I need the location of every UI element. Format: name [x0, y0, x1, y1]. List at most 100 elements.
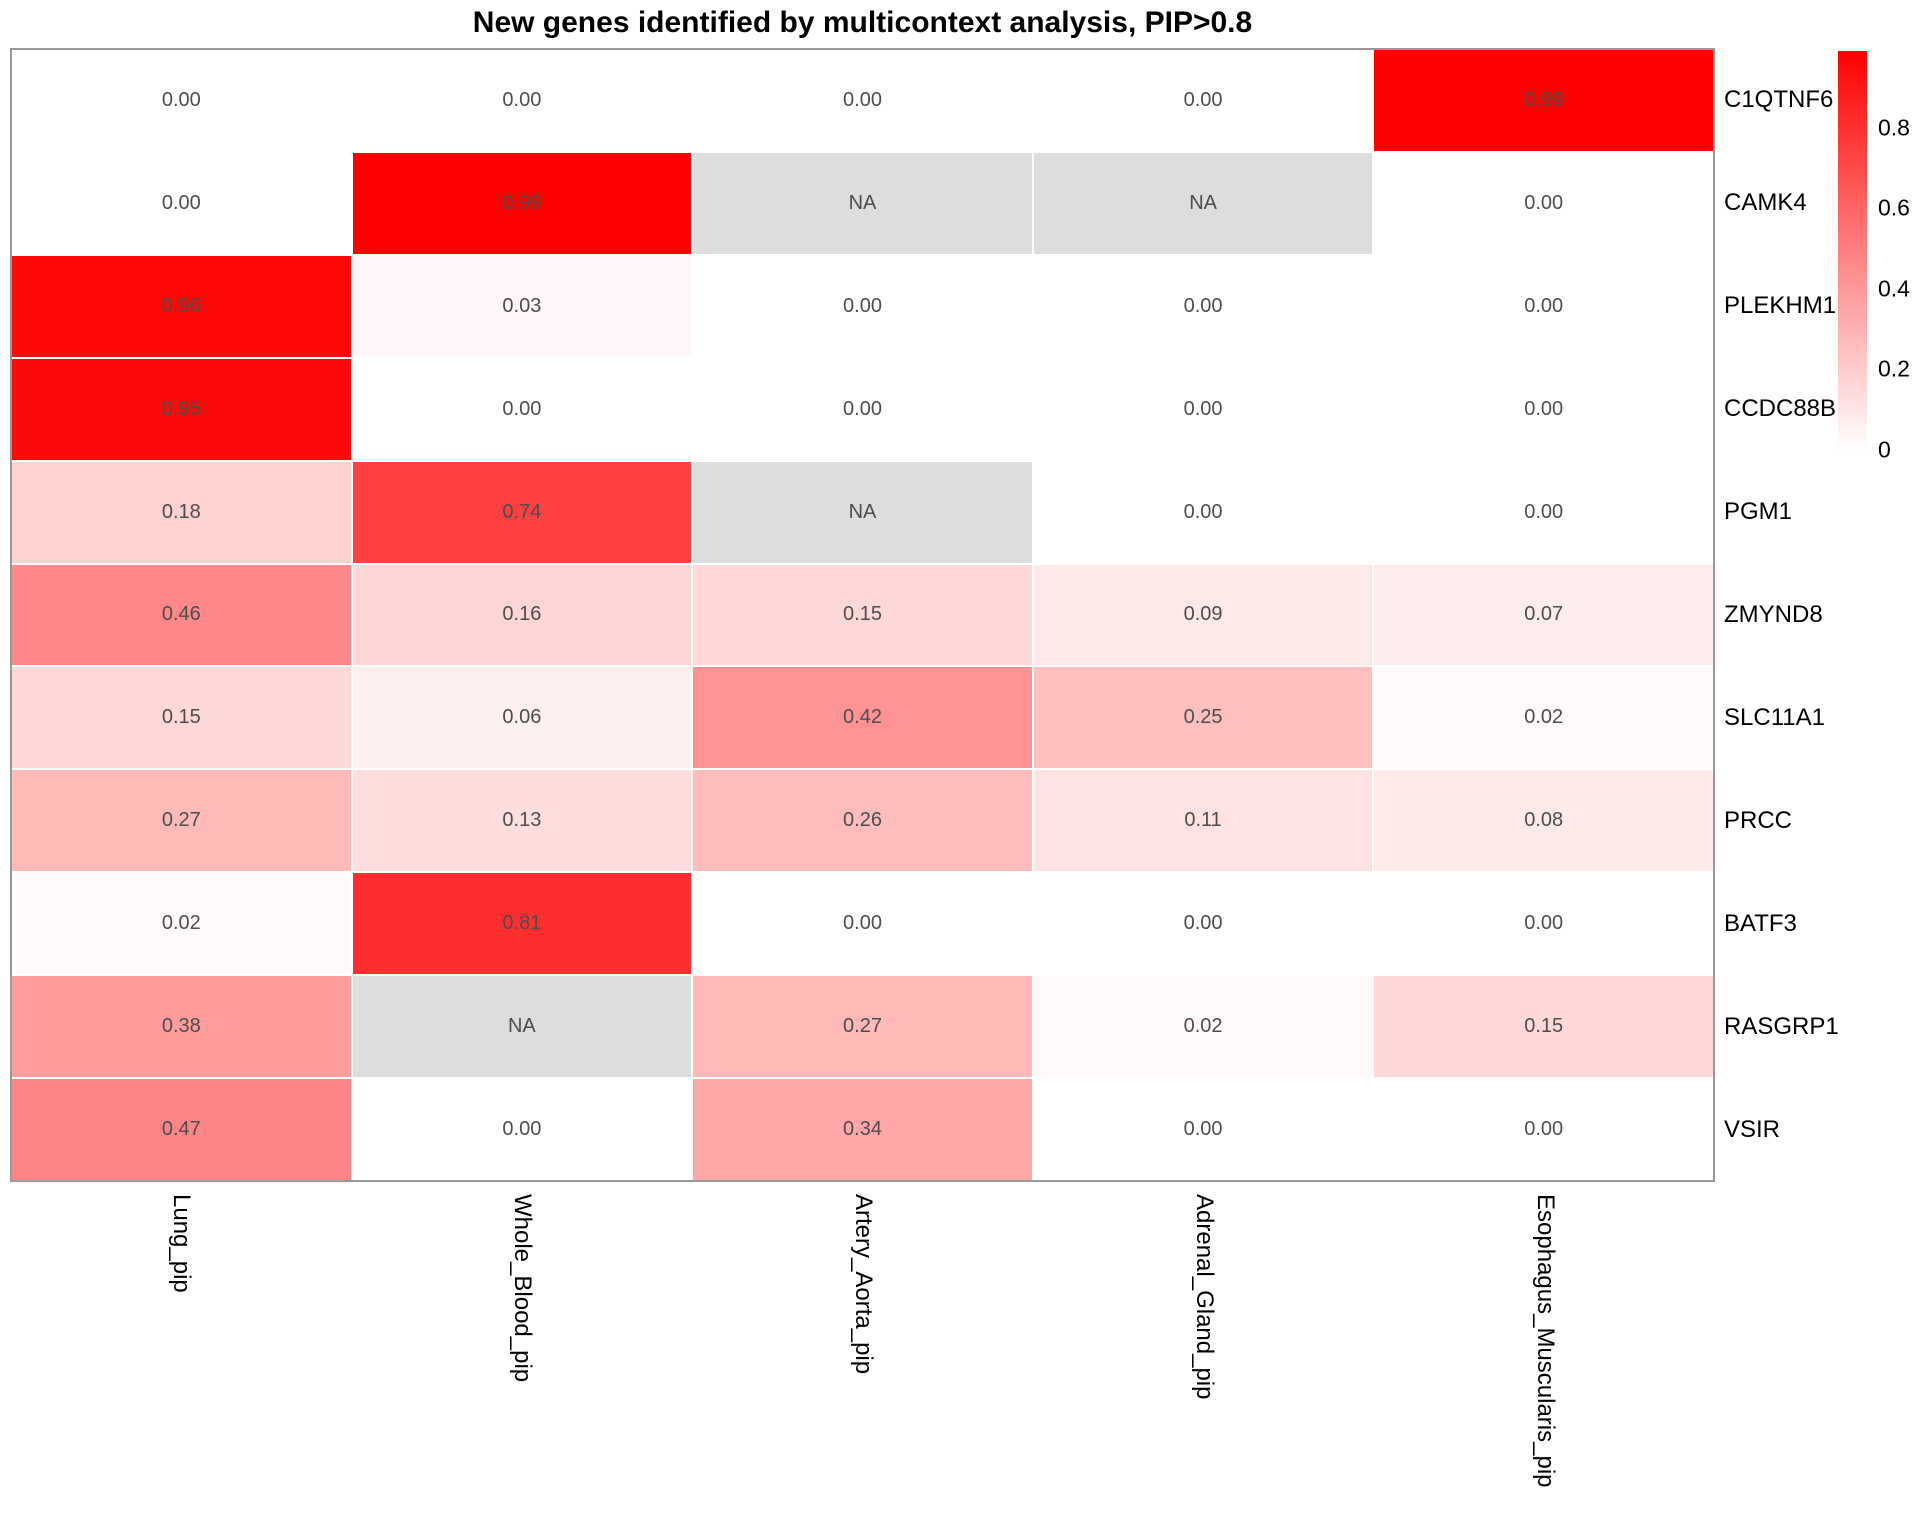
heatmap-cell-value: 0.00 — [1183, 500, 1223, 523]
heatmap-cell: 0.00 — [693, 255, 1032, 357]
heatmap-cell: NA — [693, 152, 1032, 254]
heatmap-cell-value: 0.13 — [502, 809, 542, 832]
heatmap-cell-value: 0.02 — [161, 912, 201, 935]
heatmap-cell: 0.38 — [12, 976, 351, 1078]
heatmap-cell: NA — [693, 461, 1032, 563]
heatmap-cell-value: 0.00 — [161, 191, 201, 214]
chart-title: New genes identified by multicontext ana… — [472, 6, 1253, 39]
heatmap-cell-value: 0.42 — [843, 706, 882, 729]
heatmap-cell: 0.00 — [352, 358, 692, 460]
heatmap-cell-value: 0.46 — [161, 603, 201, 626]
heatmap-cell: 0.09 — [1033, 564, 1373, 666]
color-legend-tick-label: 0.4 — [1878, 275, 1910, 302]
heatmap-cell-value: 0.00 — [502, 1118, 542, 1141]
heatmap-cell-value: 0.18 — [161, 500, 201, 523]
heatmap-cell: 0.02 — [1374, 667, 1713, 769]
heatmap-cell-value: 0.99 — [502, 191, 542, 214]
heatmap-cell: 0.47 — [12, 1079, 351, 1180]
heatmap-cell-value: 0.00 — [1524, 1118, 1564, 1141]
heatmap-cell-value: 0.03 — [502, 294, 542, 317]
heatmap-cell: NA — [352, 976, 692, 1078]
heatmap-cell-value: 0.08 — [1524, 809, 1564, 832]
heatmap-cell: 0.26 — [693, 770, 1032, 872]
heatmap-cell-value: 0.25 — [1183, 706, 1223, 729]
heatmap-cell-value: 0.95 — [161, 397, 201, 420]
row-label: BATF3 — [1724, 910, 1797, 938]
heatmap-cell: 0.00 — [12, 50, 351, 151]
color-legend-tick-label: 0.8 — [1878, 114, 1910, 141]
heatmap-cell: 0.13 — [352, 770, 692, 872]
heatmap-cell: 0.00 — [1374, 152, 1713, 254]
heatmap-cell-value: 0.00 — [1524, 912, 1564, 935]
col-label: Esophagus_Muscularis_pip — [1531, 1194, 1559, 1488]
heatmap-cell: 0.99 — [352, 152, 692, 254]
col-label: Adrenal_Gland_pip — [1190, 1194, 1218, 1400]
heatmap-cell: 0.00 — [1033, 358, 1373, 460]
col-label: Whole_Blood_pip — [508, 1194, 536, 1383]
heatmap-cell-value: 0.16 — [502, 603, 542, 626]
row-label: PGM1 — [1724, 497, 1793, 525]
heatmap-cell: 0.15 — [1374, 976, 1713, 1078]
heatmap-cell: 0.99 — [1374, 50, 1713, 151]
heatmap-cell: 0.00 — [352, 50, 692, 151]
heatmap-cell: 0.25 — [1033, 667, 1373, 769]
row-label: ZMYND8 — [1724, 601, 1823, 628]
heatmap-cell-value: 0.00 — [843, 88, 882, 111]
heatmap-cell-value: 0.00 — [1524, 397, 1564, 420]
heatmap-cell: 0.00 — [1033, 255, 1373, 357]
color-legend-gradient-bar — [1838, 51, 1867, 450]
heatmap-cell: 0.00 — [1033, 461, 1373, 563]
heatmap-cell: 0.00 — [693, 50, 1032, 151]
heatmap-cell: 0.42 — [693, 667, 1032, 769]
heatmap-cell: 0.81 — [352, 873, 692, 975]
heatmap-cell-value: 0.00 — [1183, 294, 1223, 317]
heatmap-cell-value: NA — [848, 191, 877, 214]
heatmap-cell: 0.00 — [1033, 873, 1373, 975]
heatmap-cell: 0.00 — [352, 1079, 692, 1180]
heatmap-cell-value: 0.96 — [161, 294, 201, 317]
heatmap-cell-value: 0.27 — [843, 1015, 882, 1038]
heatmap-cell: 0.02 — [1033, 976, 1373, 1078]
color-legend-tick-label: 0.6 — [1878, 194, 1910, 221]
heatmap-grid: 0.00 0.00 0.00 0.00 0.99 0.00 0.99 NA NA 0.00 0.96… — [10, 48, 1715, 1182]
heatmap-cell-value: 0.00 — [1524, 294, 1564, 317]
row-label: CCDC88B — [1724, 394, 1837, 422]
heatmap-cell: 0.00 — [12, 152, 351, 254]
heatmap-cell-value: 0.00 — [1524, 500, 1564, 523]
color-legend-tick-label: 0 — [1878, 436, 1891, 463]
heatmap-cell-value: 0.99 — [1524, 88, 1564, 111]
heatmap-cell-value: NA — [848, 500, 877, 523]
color-legend-tick-label: 0.2 — [1878, 355, 1910, 382]
heatmap-cell-value: 0.00 — [843, 294, 882, 317]
heatmap-cell-value: 0.34 — [843, 1118, 882, 1141]
row-label: CAMK4 — [1724, 188, 1807, 216]
heatmap-cell: 0.00 — [1374, 255, 1713, 357]
heatmap-cell: 0.07 — [1374, 564, 1713, 666]
col-label: Artery_Aorta_pip — [849, 1194, 877, 1375]
heatmap-cell-value: 0.09 — [1183, 603, 1223, 626]
row-label: VSIR — [1724, 1116, 1781, 1144]
heatmap-cell: 0.00 — [1033, 50, 1373, 151]
heatmap-cell: 0.00 — [693, 873, 1032, 975]
heatmap-cell: 0.03 — [352, 255, 692, 357]
heatmap-cell: 0.08 — [1374, 770, 1713, 872]
heatmap-cell-value: 0.74 — [502, 500, 542, 523]
heatmap-cell-value: 0.47 — [161, 1118, 201, 1141]
heatmap-cell-value: 0.15 — [161, 706, 201, 729]
heatmap-cell: 0.74 — [352, 461, 692, 563]
heatmap-cell-value: NA — [507, 1015, 536, 1038]
heatmap-cell-value: 0.00 — [1183, 397, 1223, 420]
heatmap-cell: 0.34 — [693, 1079, 1032, 1180]
col-label: Lung_pip — [167, 1194, 195, 1293]
heatmap-cell-value: 0.00 — [1183, 1118, 1223, 1141]
heatmap-cell: 0.11 — [1033, 770, 1373, 872]
heatmap-cell-value: 0.00 — [843, 912, 882, 935]
heatmap-cell-value: 0.38 — [161, 1015, 201, 1038]
heatmap-cell-value: 0.00 — [502, 397, 542, 420]
row-label: PLEKHM1 — [1724, 291, 1837, 319]
heatmap-cell-value: 0.02 — [1524, 706, 1564, 729]
heatmap-cell-value: 0.27 — [161, 809, 201, 832]
heatmap-cell: 0.27 — [693, 976, 1032, 1078]
heatmap-cell-value: 0.06 — [502, 706, 542, 729]
heatmap-cell-value: 0.15 — [1524, 1015, 1564, 1038]
